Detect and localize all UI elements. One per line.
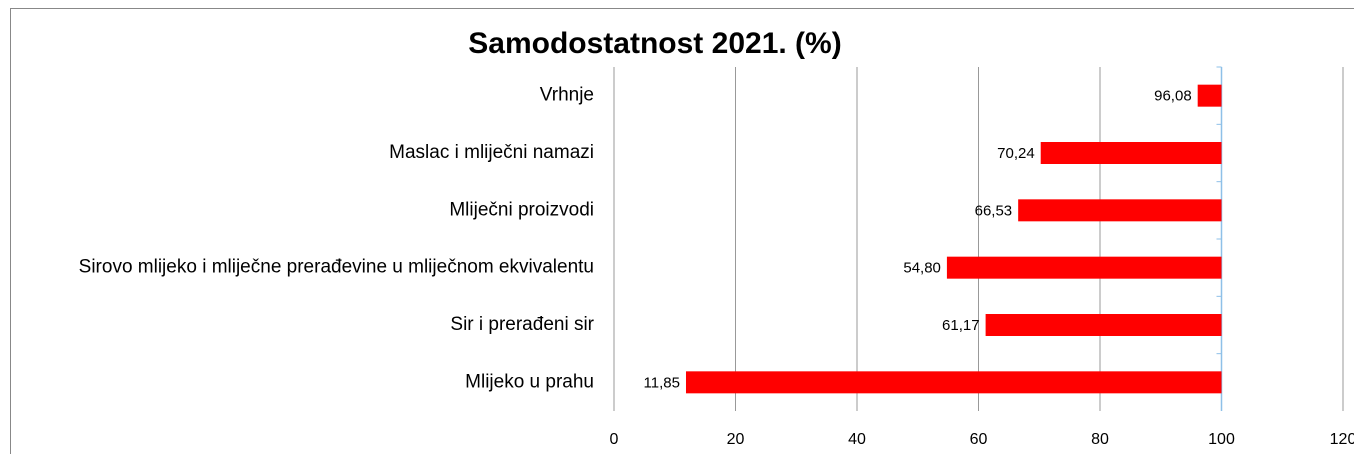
x-tick-label: 120 bbox=[1330, 431, 1354, 448]
bar bbox=[985, 314, 1222, 336]
x-tick-label: 60 bbox=[970, 431, 988, 448]
bar bbox=[1018, 199, 1222, 222]
y-tick-label: Vrhnje bbox=[540, 85, 594, 106]
bar bbox=[1040, 142, 1222, 164]
value-label: 61,17 bbox=[942, 317, 980, 334]
x-tick-label: 20 bbox=[727, 431, 745, 448]
y-tick-label: Mliječni proizvodi bbox=[449, 199, 594, 220]
value-label: 54,80 bbox=[903, 260, 941, 277]
x-tick-label: 80 bbox=[1091, 431, 1109, 448]
value-label: 96,08 bbox=[1154, 88, 1192, 105]
y-tick-label: Sirovo mlijeko i mliječne prerađevine u … bbox=[79, 257, 594, 278]
bar bbox=[946, 256, 1222, 279]
y-tick-label: Maslac i mliječni namazi bbox=[389, 142, 594, 163]
y-tick-label: Sir i prerađeni sir bbox=[450, 314, 594, 335]
value-label: 70,24 bbox=[997, 145, 1035, 162]
value-label: 11,85 bbox=[644, 374, 680, 391]
y-tick-label: Mlijeko u prahu bbox=[465, 371, 594, 392]
bar bbox=[1197, 84, 1222, 107]
value-label: 66,53 bbox=[975, 202, 1013, 219]
chart-title: Samodostatnost 2021. (%) bbox=[468, 27, 841, 60]
x-tick-label: 100 bbox=[1208, 431, 1235, 448]
x-tick-label: 0 bbox=[610, 431, 619, 448]
bar bbox=[685, 371, 1222, 394]
x-tick-label: 40 bbox=[848, 431, 866, 448]
